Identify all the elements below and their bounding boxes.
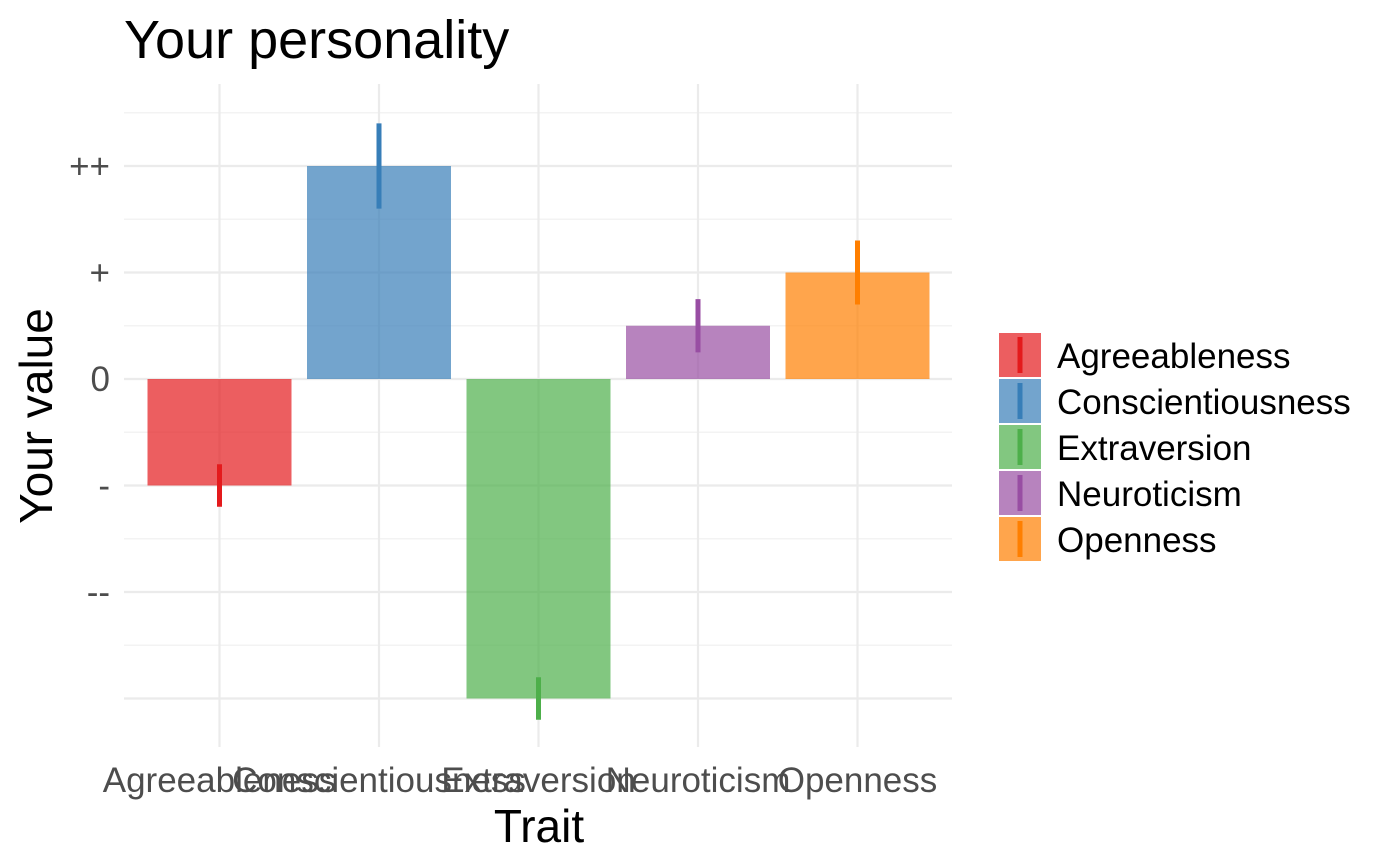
legend-label: Agreeableness	[1057, 337, 1291, 376]
legend-label: Extraversion	[1057, 429, 1252, 468]
legend-label: Neuroticism	[1057, 475, 1242, 514]
y-tick-label: --	[87, 573, 110, 612]
x-tick-label: Neuroticism	[606, 761, 791, 800]
chart-title: Your personality	[124, 10, 509, 70]
legend-label: Conscientiousness	[1057, 383, 1351, 422]
legend: Agreeableness Conscientiousness Extraversi…	[999, 333, 1351, 561]
x-tick-label: Openness	[778, 761, 938, 800]
x-tick-label: Conscientiousness	[232, 761, 526, 800]
x-tick-label: Agreeableness	[103, 761, 337, 800]
y-tick-label: ++	[69, 147, 110, 186]
x-axis-title: Trait	[494, 800, 585, 852]
y-tick-label: 0	[91, 360, 110, 399]
bar-extraversion	[466, 379, 611, 699]
y-axis-ticks: +++0---	[69, 147, 110, 612]
legend-label: Openness	[1057, 521, 1217, 560]
y-tick-label: -	[98, 467, 110, 506]
y-axis-title: Your value	[10, 308, 62, 524]
error-bars	[217, 123, 860, 720]
y-tick-label: +	[90, 254, 110, 293]
x-axis-ticks: AgreeablenessConscientiousnessExtraversi…	[103, 761, 938, 800]
x-tick-label: Extraversion	[441, 761, 636, 800]
